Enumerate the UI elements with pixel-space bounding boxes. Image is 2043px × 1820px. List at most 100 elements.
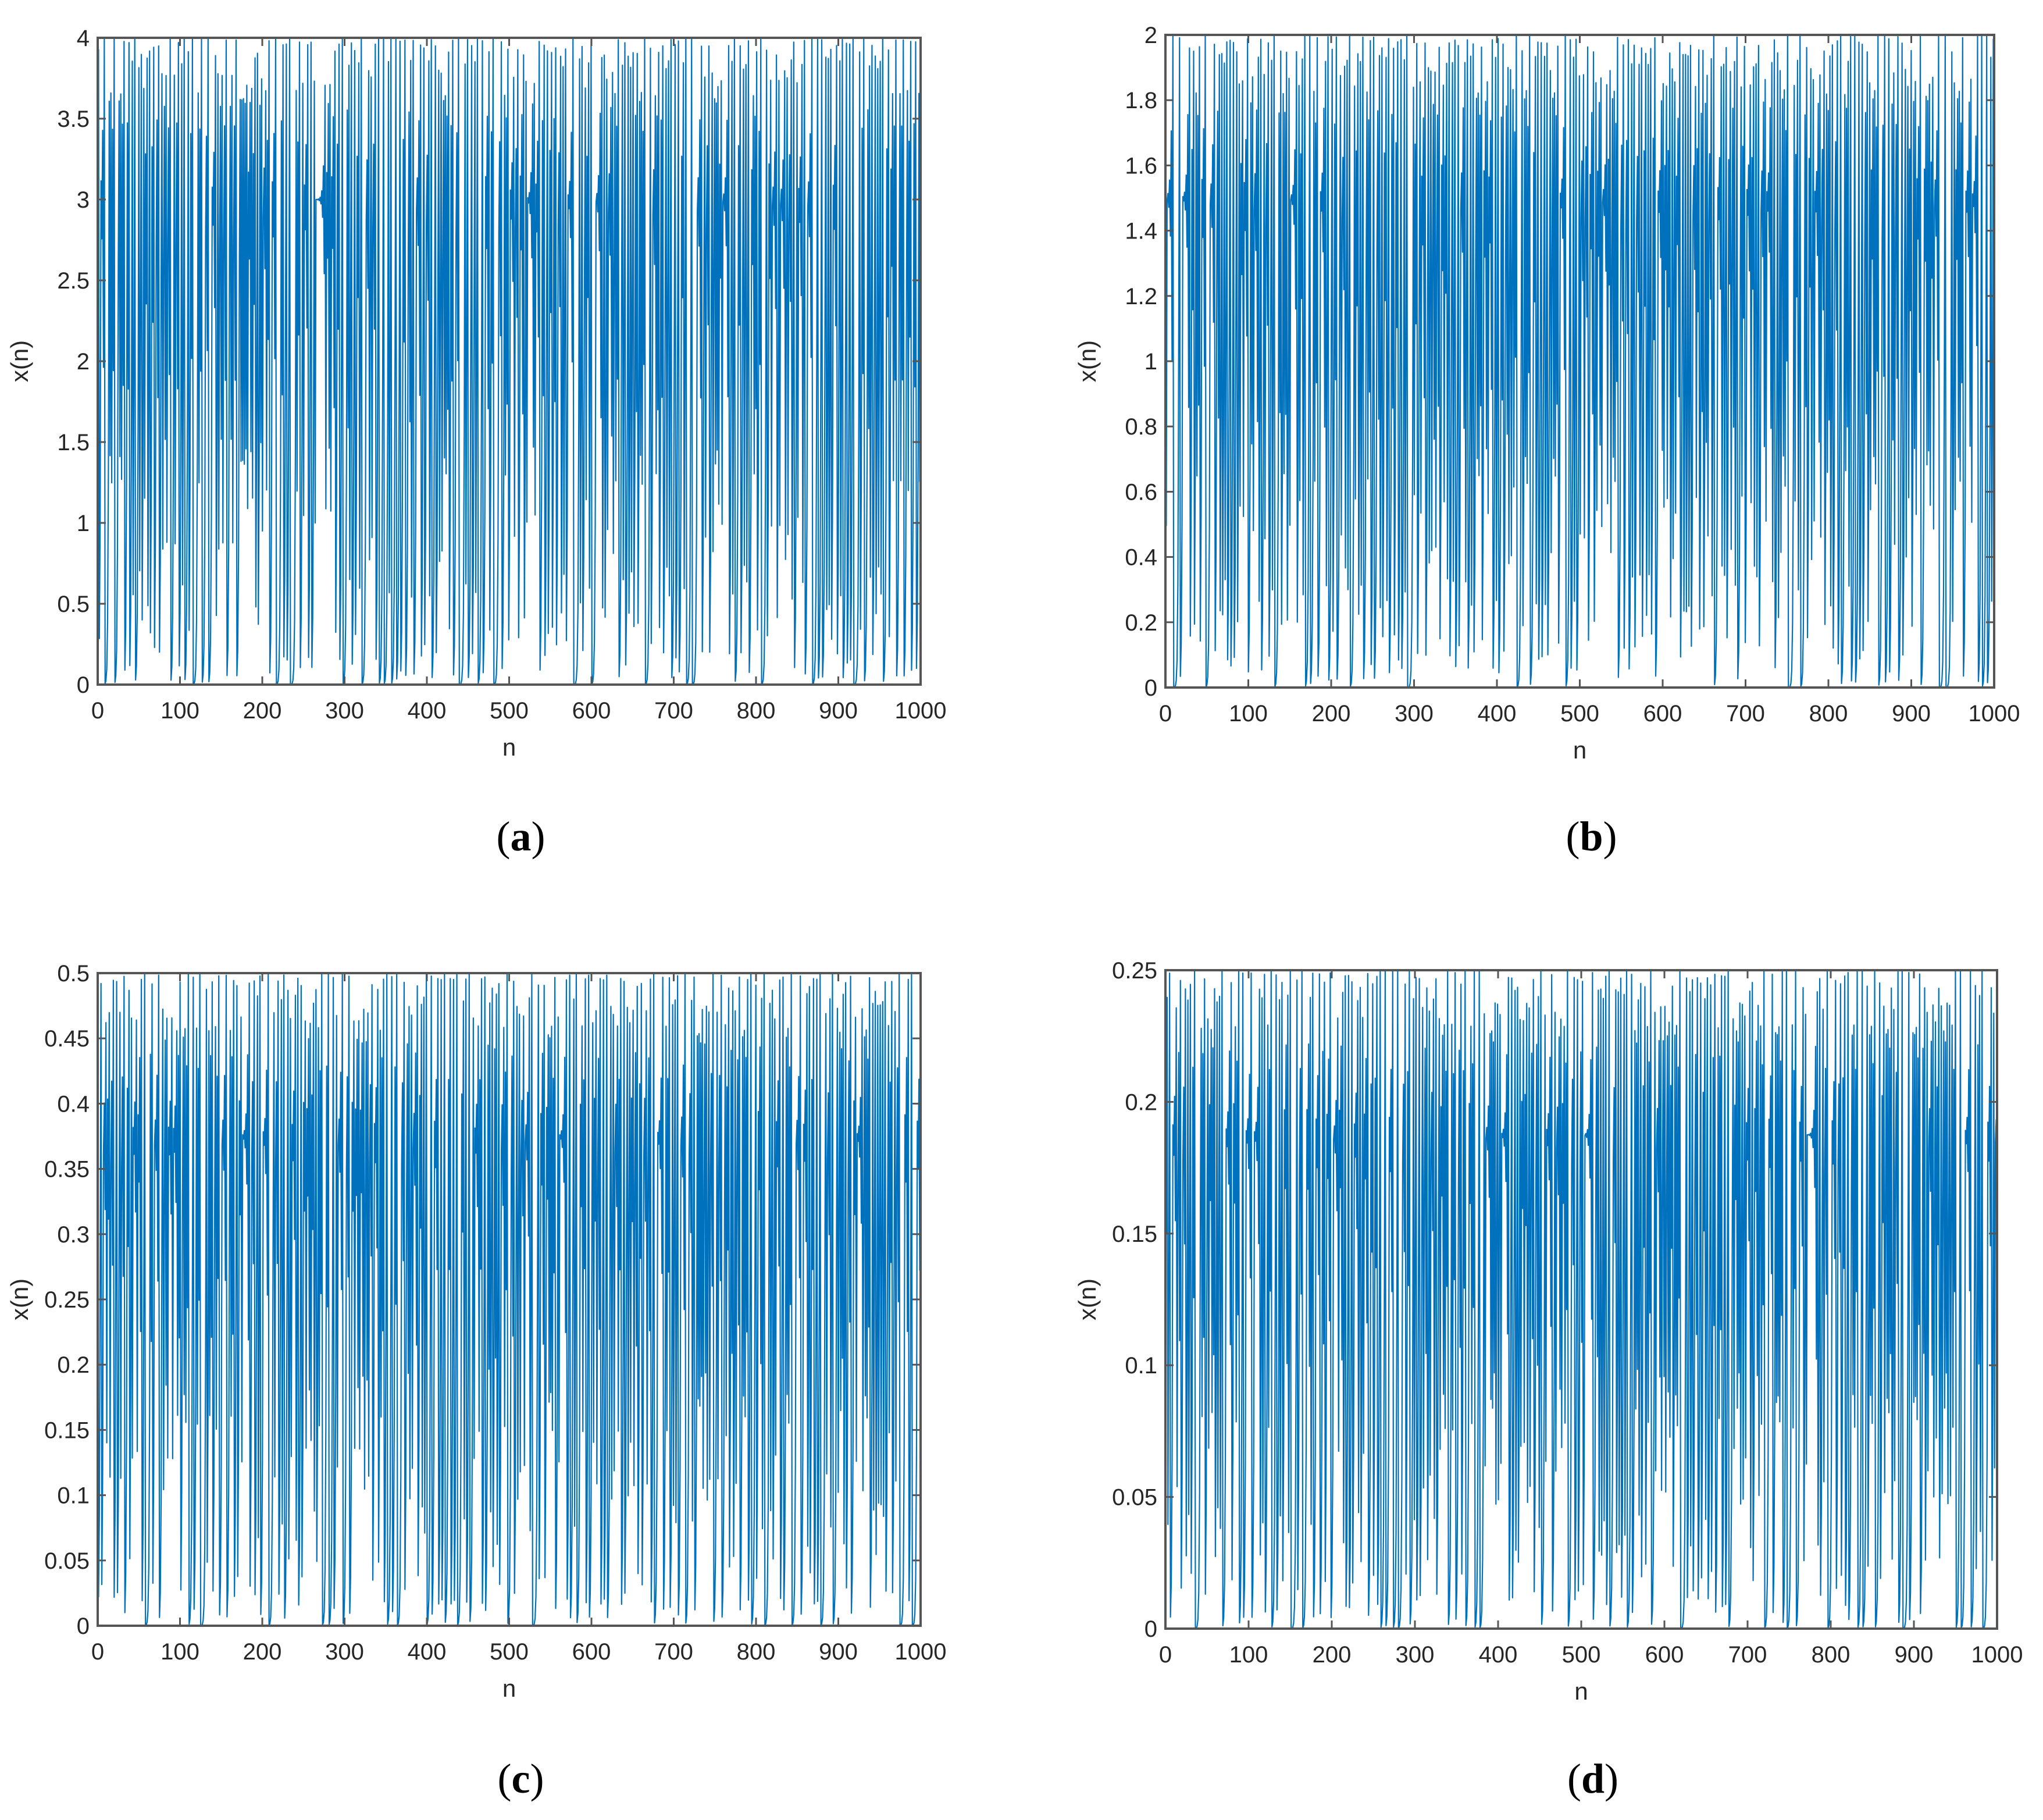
x-axis-label: n bbox=[1574, 1677, 1588, 1705]
y-tick-label: 0.2 bbox=[1125, 610, 1157, 636]
x-tick-label: 800 bbox=[737, 1639, 776, 1665]
y-tick-label: 0.15 bbox=[44, 1417, 90, 1443]
y-tick-label: 0 bbox=[77, 672, 90, 698]
x-tick-label: 400 bbox=[408, 1639, 447, 1665]
y-tick-label: 0.1 bbox=[1125, 1353, 1157, 1379]
chart-panel-d: 0 100 200 300 400 500 600 700 800 900 1000 0 0.05 0.1… bbox=[1074, 958, 2023, 1802]
x-tick-label: 900 bbox=[819, 698, 858, 724]
series-line bbox=[1164, 969, 1998, 1629]
x-tick-label: 700 bbox=[1726, 701, 1765, 726]
x-tick-label: 300 bbox=[325, 1639, 364, 1665]
x-tick-label: 700 bbox=[654, 698, 693, 724]
y-tick-label: 0.6 bbox=[1125, 479, 1157, 505]
series-line bbox=[97, 37, 922, 685]
y-axis-label: x(n) bbox=[6, 340, 33, 382]
x-tick-label: 600 bbox=[572, 698, 611, 724]
y-tick-label: 1 bbox=[1144, 349, 1157, 375]
x-tick-label: 300 bbox=[1396, 1642, 1435, 1668]
x-tick-label: 100 bbox=[161, 698, 199, 724]
y-axis-label: x(n) bbox=[6, 1278, 33, 1320]
x-tick-label: 400 bbox=[1479, 1642, 1518, 1668]
y-tick-label: 1 bbox=[77, 511, 90, 536]
y-tick-label: 0 bbox=[1144, 675, 1157, 701]
x-tick-label: 400 bbox=[408, 698, 447, 724]
series-line bbox=[97, 972, 922, 1626]
x-tick-label: 100 bbox=[1229, 1642, 1268, 1668]
y-tick-label: 1.6 bbox=[1125, 153, 1157, 179]
x-tick-label: 1000 bbox=[895, 1639, 947, 1665]
x-tick-label: 800 bbox=[737, 698, 776, 724]
x-tick-label: 500 bbox=[1560, 701, 1599, 726]
x-tick-label: 0 bbox=[91, 698, 104, 724]
x-axis-label: n bbox=[1573, 736, 1586, 764]
y-tick-label: 2 bbox=[1144, 23, 1157, 48]
x-axis-label: n bbox=[502, 1675, 516, 1702]
x-tick-label: 400 bbox=[1478, 701, 1517, 726]
x-tick-label: 700 bbox=[1728, 1642, 1767, 1668]
x-tick-label: 900 bbox=[1895, 1642, 1934, 1668]
panel-label: (c) bbox=[498, 1755, 544, 1802]
y-tick-label: 0.2 bbox=[57, 1352, 90, 1378]
x-tick-label: 200 bbox=[243, 698, 282, 724]
x-tick-label: 200 bbox=[1313, 1642, 1352, 1668]
x-tick-label: 500 bbox=[490, 1639, 529, 1665]
y-tick-label: 0.35 bbox=[44, 1157, 90, 1183]
y-tick-label: 0.2 bbox=[1125, 1089, 1157, 1115]
x-tick-label: 700 bbox=[654, 1639, 693, 1665]
x-tick-label: 1000 bbox=[1971, 1642, 2023, 1668]
y-axis-label: x(n) bbox=[1074, 340, 1101, 382]
x-axis-label: n bbox=[502, 733, 516, 761]
y-tick-label: 0.15 bbox=[1112, 1221, 1157, 1247]
panel-label: (d) bbox=[1567, 1755, 1618, 1802]
y-tick-label: 0 bbox=[1144, 1616, 1157, 1642]
y-tick-label: 0.25 bbox=[44, 1287, 90, 1313]
y-tick-label: 2 bbox=[77, 349, 90, 375]
y-tick-label: 0.4 bbox=[57, 1091, 90, 1117]
y-tick-label: 1.8 bbox=[1125, 88, 1157, 113]
chart-panel-c: 0 100 200 300 400 500 600 700 800 900 1000 0 0.05 0.1… bbox=[6, 961, 946, 1802]
chart-panel-b: 0 100 200 300 400 500 600 700 800 900 1000 0 0.2 0.4 0… bbox=[1074, 23, 2020, 860]
x-tick-label: 600 bbox=[1645, 1642, 1684, 1668]
chart-panel-a: 0 100 200 300 400 500 600 700 800 900 1000 0 0.5 1 1.5… bbox=[6, 26, 946, 860]
x-tick-label: 1000 bbox=[1969, 701, 2020, 726]
y-tick-label: 0.25 bbox=[1112, 958, 1157, 984]
x-tick-label: 800 bbox=[1809, 701, 1848, 726]
series-line bbox=[1164, 34, 1995, 688]
x-tick-label: 600 bbox=[572, 1639, 611, 1665]
x-tick-label: 600 bbox=[1643, 701, 1682, 726]
x-tick-label: 100 bbox=[1229, 701, 1268, 726]
x-tick-label: 200 bbox=[1312, 701, 1351, 726]
y-tick-label: 2.5 bbox=[57, 268, 90, 294]
y-tick-label: 4 bbox=[77, 26, 90, 51]
y-tick-label: 1.5 bbox=[57, 430, 90, 455]
y-tick-label: 0.45 bbox=[44, 1026, 90, 1052]
y-tick-label: 0.8 bbox=[1125, 414, 1157, 440]
x-tick-label: 100 bbox=[161, 1639, 199, 1665]
x-tick-label: 500 bbox=[490, 698, 529, 724]
y-tick-label: 3.5 bbox=[57, 106, 90, 132]
y-tick-label: 0.05 bbox=[44, 1548, 90, 1574]
y-tick-label: 3 bbox=[77, 187, 90, 213]
y-tick-label: 0.05 bbox=[1112, 1485, 1157, 1511]
y-tick-label: 0.5 bbox=[57, 961, 90, 986]
panel-label: (b) bbox=[1566, 813, 1617, 860]
x-tick-label: 300 bbox=[325, 698, 364, 724]
panel-label: (a) bbox=[497, 813, 545, 860]
y-tick-label: 1.4 bbox=[1125, 219, 1157, 244]
x-tick-label: 300 bbox=[1395, 701, 1434, 726]
x-tick-label: 500 bbox=[1562, 1642, 1601, 1668]
y-tick-label: 1.2 bbox=[1125, 284, 1157, 309]
x-tick-label: 900 bbox=[819, 1639, 858, 1665]
y-axis-label: x(n) bbox=[1074, 1278, 1101, 1320]
y-tick-label: 0.5 bbox=[57, 592, 90, 617]
x-tick-label: 0 bbox=[1159, 701, 1172, 726]
y-tick-label: 0 bbox=[77, 1614, 90, 1639]
x-tick-label: 800 bbox=[1812, 1642, 1851, 1668]
x-tick-label: 200 bbox=[243, 1639, 282, 1665]
x-tick-label: 0 bbox=[91, 1639, 104, 1665]
x-tick-label: 1000 bbox=[895, 698, 947, 724]
y-tick-label: 0.3 bbox=[57, 1222, 90, 1248]
x-tick-label: 900 bbox=[1892, 701, 1931, 726]
y-tick-label: 0.4 bbox=[1125, 545, 1157, 571]
